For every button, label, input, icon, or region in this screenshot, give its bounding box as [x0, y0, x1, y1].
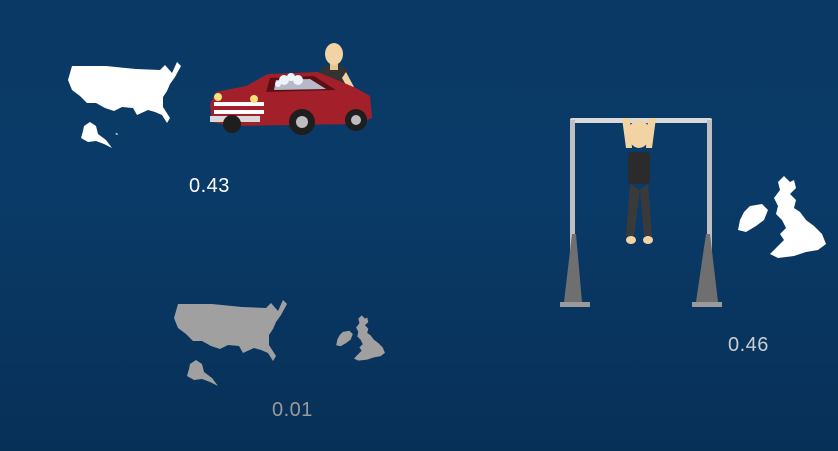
usa-car-value: 0.43	[189, 175, 230, 197]
car-washing-illustration	[210, 43, 372, 135]
usa-uk-value: 0.01	[272, 399, 313, 421]
uk-map-icon	[336, 315, 385, 361]
pullup-bar-illustration	[560, 118, 722, 307]
uk-map-icon	[738, 176, 826, 258]
usa-map-icon	[174, 300, 287, 386]
usa-map-icon	[68, 62, 181, 148]
uk-pullup-value: 0.46	[728, 334, 769, 356]
man-hanging	[622, 118, 656, 244]
soap-suds	[275, 73, 303, 87]
